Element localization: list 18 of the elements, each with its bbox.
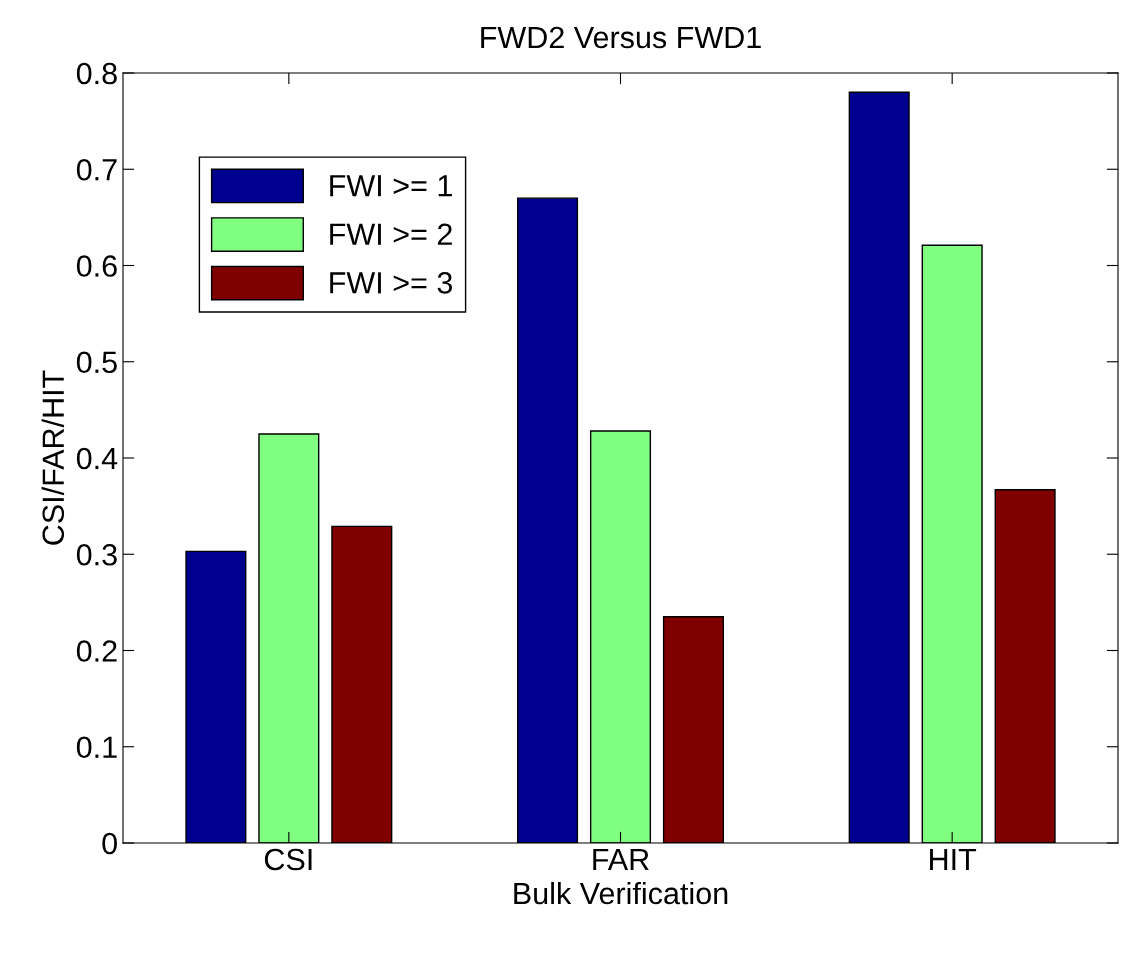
x-tick-label: CSI [264, 848, 312, 871]
y-tick-label: 0.3 [76, 543, 117, 566]
x-axis-title: Bulk Verification [514, 881, 728, 905]
y-tick-label: 0.1 [76, 736, 117, 759]
y-tick-label: 0.4 [76, 447, 118, 470]
legend-label: FWI >= 2 [330, 223, 452, 245]
chart-title: FWD2 Versus FWD1 [481, 26, 761, 49]
y-tick-label: 0.5 [76, 351, 117, 374]
y-tick-label: 0.8 [76, 62, 117, 85]
x-tick-label: FAR [593, 848, 649, 870]
y-tick-label: 0.6 [76, 255, 117, 277]
legend-label: FWI >= 1 [330, 175, 452, 197]
y-axis-title: CSI/FAR/HIT [41, 370, 65, 545]
legend-label: FWI >= 3 [330, 272, 453, 294]
x-tick-label: HIT [930, 848, 977, 870]
y-tick-label: 0 [102, 832, 117, 855]
y-tick-label: 0.2 [76, 640, 117, 662]
y-tick-label: 0.7 [76, 158, 117, 181]
